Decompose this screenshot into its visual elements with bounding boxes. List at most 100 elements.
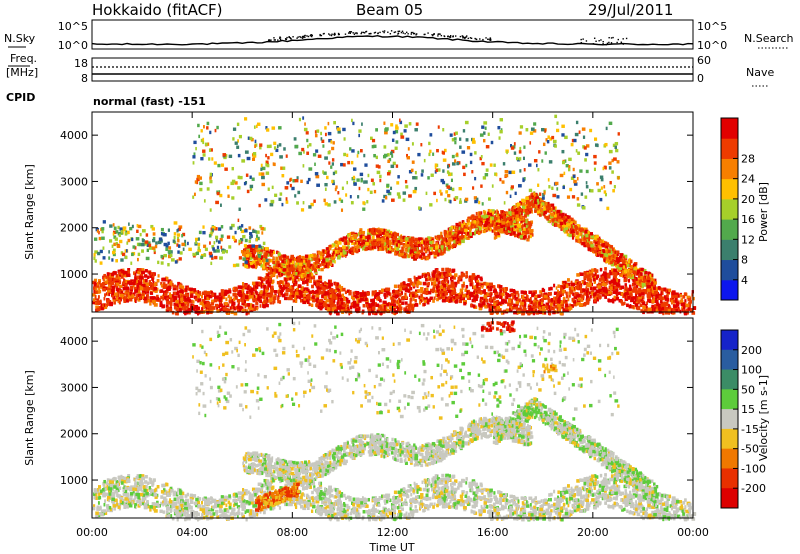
noise-point <box>413 32 416 35</box>
noise-point <box>319 33 321 36</box>
power-echo <box>624 297 629 301</box>
power-echo <box>152 273 155 277</box>
power-echo <box>389 303 393 307</box>
power-echo <box>398 285 401 289</box>
noise-point <box>296 37 298 39</box>
power-echo <box>285 282 290 286</box>
power-echo <box>187 294 189 298</box>
power-echo <box>184 300 188 305</box>
power-echo <box>554 296 558 301</box>
power-echo <box>557 296 561 301</box>
noise-point <box>383 30 386 32</box>
power-echo <box>501 294 504 299</box>
power-echo <box>314 280 318 284</box>
power-echo <box>233 306 237 311</box>
power-echo <box>143 290 147 295</box>
power-echo <box>633 289 635 293</box>
power-echo <box>253 284 256 288</box>
power-echo <box>162 304 165 308</box>
power-echo <box>487 304 490 308</box>
noise-point <box>406 31 408 34</box>
power-echo <box>465 285 469 289</box>
power-echo <box>238 301 240 305</box>
power-echo <box>138 293 142 298</box>
power-echo <box>562 281 566 285</box>
noise-point <box>580 38 582 41</box>
power-echo <box>613 281 617 285</box>
power-echo <box>183 303 187 308</box>
power-echo <box>95 305 99 309</box>
power-echo <box>633 300 636 304</box>
power-echo <box>354 294 358 299</box>
power-echo <box>476 274 480 279</box>
power-echo <box>170 301 172 306</box>
power-echo <box>194 305 198 309</box>
noise-point <box>370 32 372 35</box>
power-echo <box>557 299 561 304</box>
power-echo <box>624 293 628 297</box>
noise-point <box>620 41 623 43</box>
power-echo <box>116 280 120 285</box>
power-echo <box>486 284 490 289</box>
power-echo <box>605 290 610 294</box>
power-echo <box>116 287 119 291</box>
power-echo <box>252 307 256 311</box>
noise-point <box>338 33 340 36</box>
power-echo <box>265 288 269 293</box>
power-echo <box>190 303 194 307</box>
power-echo <box>246 290 249 295</box>
noise-point <box>592 43 595 45</box>
power-echo <box>234 292 237 297</box>
power-echo <box>254 281 257 286</box>
power-echo <box>684 299 687 303</box>
power-echo <box>363 293 367 297</box>
power-echo <box>512 294 517 299</box>
power-echo <box>228 308 231 313</box>
power-echo <box>547 299 552 303</box>
noise-point <box>469 37 472 39</box>
power-echo <box>392 294 396 299</box>
noise-point <box>449 35 452 37</box>
power-echo <box>128 296 132 300</box>
power-echo <box>400 291 403 295</box>
noise-point <box>622 43 624 45</box>
power-echo <box>93 284 96 288</box>
station-title: Hokkaido (fitACF) <box>92 1 223 19</box>
power-echo <box>220 307 223 311</box>
power-echo <box>398 288 403 292</box>
power-echo <box>389 305 393 310</box>
power-echo <box>454 281 458 286</box>
power-echo <box>604 267 607 271</box>
power-echo <box>553 291 558 295</box>
noise-point <box>377 32 379 35</box>
power-echo <box>448 288 451 293</box>
power-echo <box>540 305 543 310</box>
power-echo <box>500 300 505 305</box>
power-echo <box>136 285 139 290</box>
power-echo <box>306 279 310 283</box>
noise-point <box>344 33 347 35</box>
power-echo <box>244 304 247 308</box>
power-echo <box>534 308 537 313</box>
power-echo <box>424 288 427 292</box>
power-echo <box>578 283 583 287</box>
power-echo <box>219 301 222 305</box>
power-echo <box>513 290 516 294</box>
noise-point <box>390 30 393 32</box>
power-echo <box>372 306 376 311</box>
power-echo <box>318 279 323 284</box>
power-echo <box>138 278 141 282</box>
power-echo <box>581 280 584 285</box>
power-echo <box>323 293 327 297</box>
power-echo <box>367 291 370 296</box>
power-echo <box>603 271 607 275</box>
power-echo <box>361 290 364 294</box>
power-echo <box>119 284 123 288</box>
power-echo <box>437 293 440 298</box>
power-echo <box>106 289 111 294</box>
power-echo <box>630 296 635 300</box>
power-echo <box>604 295 607 299</box>
power-echo <box>593 275 597 280</box>
power-echo <box>641 295 645 300</box>
